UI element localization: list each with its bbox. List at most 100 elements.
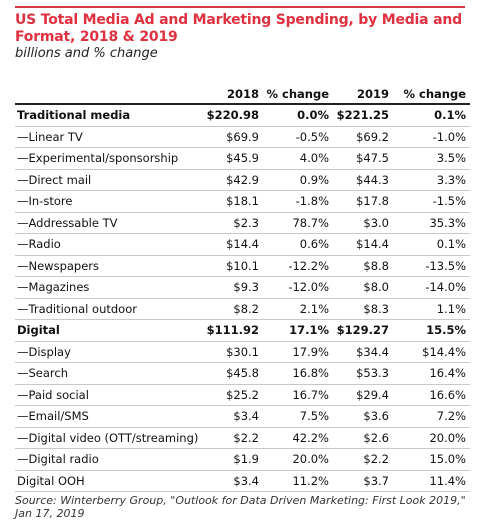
cell-change-2018: -12.2% (263, 255, 333, 277)
cell-change-2019: 16.4% (393, 362, 470, 385)
cell-value-2018: $2.2 (203, 427, 263, 449)
cell-change-2019: -13.5% (393, 255, 470, 277)
table-row: —In-store $18.1 -1.8% $17.8 -1.5% (15, 190, 470, 213)
table-row: —Display $30.1 17.9% $34.4 $14.4% (15, 341, 470, 363)
row-label: —Display (15, 341, 203, 363)
cell-change-2018: 4.0% (263, 147, 333, 170)
row-label: —Digital radio (15, 448, 203, 471)
cell-change-2018: 17.1% (263, 319, 333, 342)
row-label: Digital (15, 319, 203, 342)
cell-value-2018: $8.2 (203, 298, 263, 320)
cell-value-2018: $3.4 (203, 405, 263, 428)
header-cell-change-2019: % change (403, 86, 466, 101)
title-rule (15, 6, 465, 8)
cell-change-2018: 16.8% (263, 362, 333, 385)
table-row: —Paid social $25.2 16.7% $29.4 16.6% (15, 384, 470, 406)
cell-value-2018: $1.9 (203, 448, 263, 471)
cell-value-2018: $220.98 (203, 104, 263, 127)
table-body: Traditional media $220.98 0.0% $221.25 0.1% —… (15, 104, 470, 492)
cell-value-2019: $8.0 (333, 276, 393, 299)
cell-value-2019: $47.5 (333, 147, 393, 170)
table-row: Traditional media $220.98 0.0% $221.25 0.1% (15, 104, 470, 127)
cell-value-2018: $25.2 (203, 384, 263, 406)
cell-value-2018: $14.4 (203, 233, 263, 256)
data-table-container: 2018 % change 2019 % change Traditional … (15, 84, 470, 492)
cell-change-2019: -14.0% (393, 276, 470, 299)
cell-change-2018: 11.2% (263, 470, 333, 492)
table-row: —Addressable TV $2.3 78.7% $3.0 35.3% (15, 212, 470, 234)
row-label: —Radio (15, 233, 203, 256)
cell-value-2019: $8.8 (333, 255, 393, 277)
row-label: —Traditional outdoor (15, 298, 203, 320)
cell-change-2018: 17.9% (263, 341, 333, 363)
cell-change-2019: 11.4% (393, 470, 470, 492)
cell-change-2018: 2.1% (263, 298, 333, 320)
cell-change-2019: 16.6% (393, 384, 470, 406)
cell-value-2018: $2.3 (203, 212, 263, 234)
cell-change-2019: 15.5% (393, 319, 470, 342)
table-row: —Newspapers $10.1 -12.2% $8.8 -13.5% (15, 255, 470, 277)
row-label: Digital OOH (15, 470, 203, 492)
cell-value-2018: $10.1 (203, 255, 263, 277)
cell-value-2018: $18.1 (203, 190, 263, 213)
row-label: —Email/SMS (15, 405, 203, 428)
table-row: —Magazines $9.3 -12.0% $8.0 -14.0% (15, 276, 470, 299)
cell-change-2019: 3.5% (393, 147, 470, 170)
row-label: —Linear TV (15, 126, 203, 148)
cell-value-2018: $69.9 (203, 126, 263, 148)
cell-change-2019: 0.1% (393, 233, 470, 256)
cell-value-2019: $221.25 (333, 104, 393, 127)
cell-change-2019: -1.0% (393, 126, 470, 148)
row-label: —In-store (15, 190, 203, 213)
table-row: —Search $45.8 16.8% $53.3 16.4% (15, 362, 470, 385)
cell-value-2018: $42.9 (203, 169, 263, 191)
cell-change-2018: 7.5% (263, 405, 333, 428)
row-label: —Magazines (15, 276, 203, 299)
cell-value-2019: $29.4 (333, 384, 393, 406)
row-label: —Newspapers (15, 255, 203, 277)
header-cell-change-2018: % change (266, 86, 329, 101)
cell-value-2019: $53.3 (333, 362, 393, 385)
cell-value-2018: $45.8 (203, 362, 263, 385)
cell-value-2019: $44.3 (333, 169, 393, 191)
table-row: Digital OOH $3.4 11.2% $3.7 11.4% (15, 470, 470, 492)
data-table: 2018 % change 2019 % change Traditional … (15, 84, 470, 492)
table-row: —Direct mail $42.9 0.9% $44.3 3.3% (15, 169, 470, 191)
row-label: —Experimental/sponsorship (15, 147, 203, 170)
cell-change-2018: 20.0% (263, 448, 333, 471)
cell-change-2019: 3.3% (393, 169, 470, 191)
cell-value-2019: $3.7 (333, 470, 393, 492)
header-cell-2018: 2018 (226, 86, 259, 101)
row-label: —Paid social (15, 384, 203, 406)
cell-change-2018: 78.7% (263, 212, 333, 234)
cell-change-2019: 7.2% (393, 405, 470, 428)
cell-change-2018: 0.9% (263, 169, 333, 191)
cell-value-2019: $34.4 (333, 341, 393, 363)
table-row: —Experimental/sponsorship $45.9 4.0% $47.5 3… (15, 147, 470, 170)
row-label: —Search (15, 362, 203, 385)
cell-value-2018: $111.92 (203, 319, 263, 342)
cell-change-2018: -12.0% (263, 276, 333, 299)
cell-value-2019: $14.4 (333, 233, 393, 256)
cell-change-2018: 42.2% (263, 427, 333, 449)
table-row: —Digital video (OTT/streaming) $2.2 42.2% $… (15, 427, 470, 449)
cell-change-2019: 20.0% (393, 427, 470, 449)
cell-change-2019: -1.5% (393, 190, 470, 213)
cell-value-2019: $2.2 (333, 448, 393, 471)
cell-change-2018: -0.5% (263, 126, 333, 148)
header-cell-label (15, 84, 203, 104)
table-row: —Linear TV $69.9 -0.5% $69.2 -1.0% (15, 126, 470, 148)
row-label: —Addressable TV (15, 212, 203, 234)
cell-value-2018: $3.4 (203, 470, 263, 492)
chart-title: US Total Media Ad and Marketing Spending… (15, 12, 462, 45)
table-row: —Digital radio $1.9 20.0% $2.2 15.0% (15, 448, 470, 471)
table-header-row: 2018 % change 2019 % change (15, 84, 470, 104)
table-row: Digital $111.92 17.1% $129.27 15.5% (15, 319, 470, 342)
cell-value-2019: $129.27 (333, 319, 393, 342)
cell-change-2019: 1.1% (393, 298, 470, 320)
row-label: Traditional media (15, 104, 203, 127)
cell-change-2019: $14.4% (393, 341, 470, 363)
cell-value-2019: $3.0 (333, 212, 393, 234)
cell-value-2018: $30.1 (203, 341, 263, 363)
